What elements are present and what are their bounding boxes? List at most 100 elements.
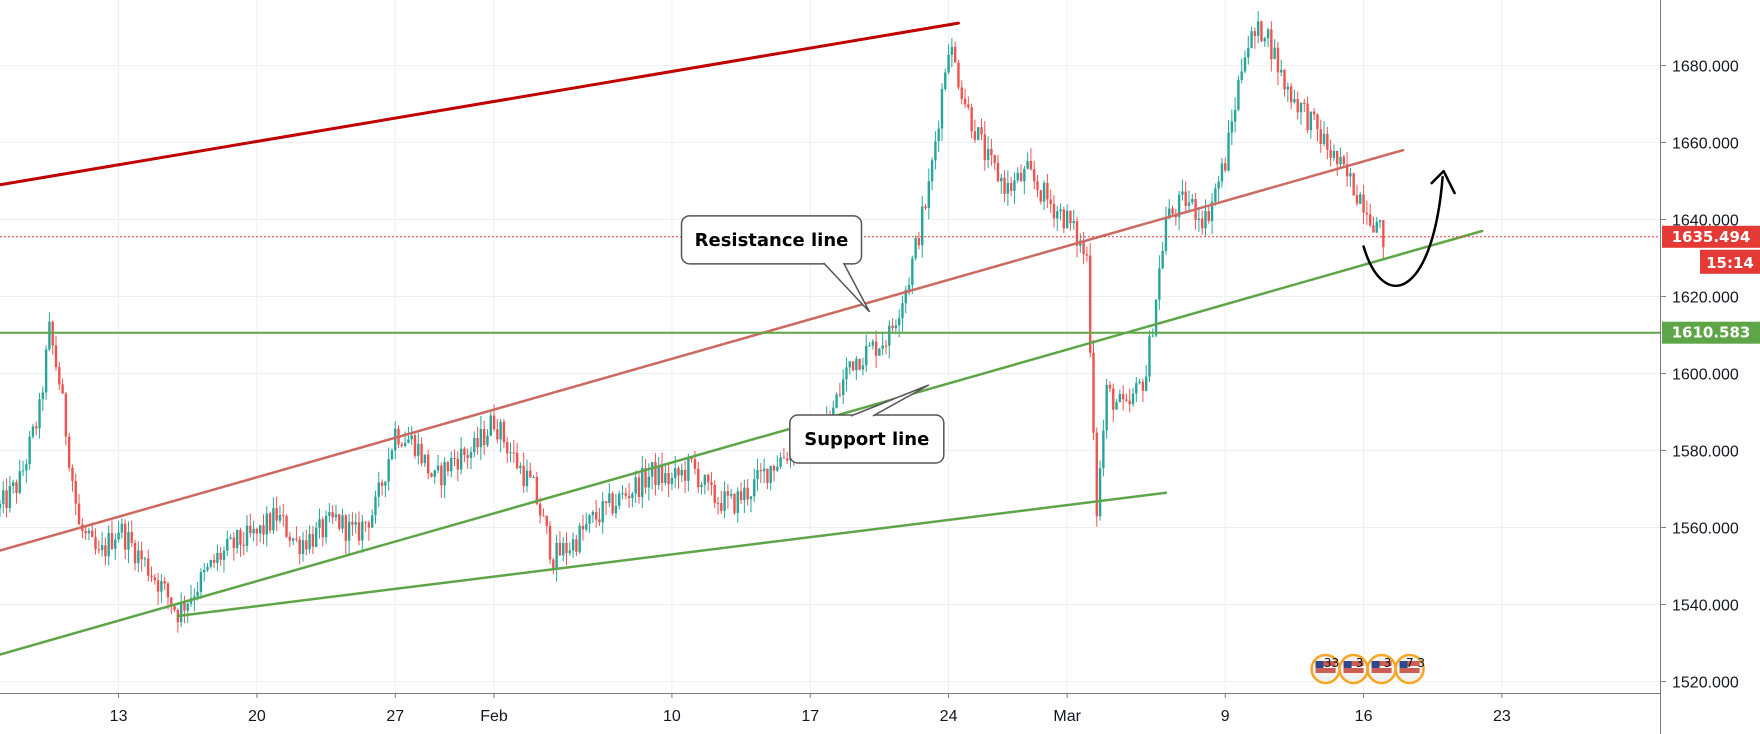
candle — [295, 526, 298, 542]
event-marker[interactable]: 3 — [1338, 653, 1369, 685]
candle-body — [453, 458, 456, 460]
candle-body — [723, 491, 726, 511]
candle — [153, 573, 157, 585]
callout-1[interactable]: Resistance line — [680, 215, 871, 313]
candle — [18, 459, 21, 495]
candle-body — [601, 501, 604, 523]
candle-body — [1250, 31, 1253, 48]
candle — [1088, 243, 1092, 358]
candle-body — [1247, 47, 1250, 58]
candle-body — [1286, 86, 1290, 90]
candle — [258, 524, 262, 543]
candle — [1125, 393, 1128, 403]
candle-body — [1280, 69, 1283, 73]
candle-body — [153, 577, 157, 581]
candle — [1026, 152, 1029, 170]
candle — [41, 386, 45, 411]
candle — [308, 525, 311, 554]
candle-body — [776, 466, 779, 471]
countdown-badge — [1700, 249, 1760, 274]
candle-body — [779, 457, 782, 467]
event-marker[interactable]: 3 — [1366, 653, 1397, 685]
candle-body — [611, 493, 614, 514]
candle-body — [394, 428, 397, 451]
candle — [249, 513, 252, 538]
candle — [1207, 205, 1210, 224]
event-flag-stripe — [1343, 668, 1364, 673]
x-tick-label: 17 — [801, 708, 819, 725]
candle — [100, 531, 104, 557]
event-marker[interactable]: 7 3 — [1394, 653, 1426, 685]
candle — [1049, 189, 1052, 213]
candle-body — [473, 437, 476, 453]
candle-body — [1332, 150, 1336, 158]
candle — [232, 532, 236, 561]
price-badge-label: 1610.583 — [1672, 324, 1751, 342]
event-marker[interactable]: 33 — [1310, 653, 1341, 685]
candle-body — [904, 289, 907, 304]
candle — [1299, 101, 1303, 125]
candle-body — [127, 532, 130, 550]
candle-body — [314, 527, 318, 547]
candle-body — [249, 525, 252, 534]
candle-body — [1138, 381, 1141, 384]
trendline-1[interactable] — [0, 21, 960, 187]
candle — [130, 520, 133, 548]
candle-body — [733, 493, 736, 513]
candle — [1148, 330, 1151, 382]
candle-body — [147, 558, 150, 576]
candle — [1296, 91, 1299, 120]
candle — [364, 521, 367, 532]
candle-body — [907, 285, 911, 290]
candle — [433, 469, 436, 484]
candle — [74, 473, 77, 516]
trendline-4[interactable] — [176, 491, 1168, 618]
candle-body — [87, 530, 91, 534]
candle-body — [1161, 250, 1164, 269]
candle-body — [1085, 254, 1089, 256]
candle — [993, 154, 996, 170]
candle — [127, 521, 130, 564]
candle-body — [74, 480, 77, 504]
candle-body — [21, 470, 25, 472]
candle-body — [1046, 182, 1049, 200]
x-tick-label: 24 — [940, 708, 958, 725]
candle-body — [759, 470, 763, 472]
candle — [38, 392, 41, 439]
candle — [644, 459, 647, 494]
candle-body — [1065, 210, 1069, 229]
event-flag-canton — [1399, 661, 1408, 668]
candle — [990, 139, 993, 166]
x-tick-label: Feb — [480, 708, 508, 725]
candle-body — [753, 479, 756, 497]
candle-body — [858, 358, 861, 370]
candle-body — [878, 348, 881, 356]
candle — [420, 437, 423, 467]
candle — [654, 453, 657, 496]
candle-body — [772, 466, 776, 471]
forecast-arrow[interactable] — [1362, 175, 1444, 288]
candle — [552, 557, 555, 575]
candle-body — [1233, 109, 1237, 122]
event-flag-canton — [1315, 661, 1324, 668]
candle-body — [664, 473, 667, 484]
trendline-2[interactable] — [0, 148, 1405, 552]
candle — [1000, 173, 1003, 195]
candle — [482, 420, 486, 455]
event-flag-stripe — [1399, 668, 1420, 673]
candle — [446, 460, 450, 477]
trendline-3[interactable] — [0, 229, 1484, 656]
candle-body — [868, 345, 871, 347]
candle-body — [107, 533, 110, 557]
candle-body — [914, 238, 917, 259]
candle-body — [522, 465, 525, 487]
candle — [687, 453, 690, 492]
callout-2[interactable]: Support line — [789, 384, 945, 464]
candle-body — [634, 477, 637, 494]
candle-body — [683, 469, 687, 481]
candle — [87, 527, 91, 541]
candle-body — [506, 442, 509, 454]
candle — [713, 480, 716, 508]
candle-body — [1108, 384, 1112, 389]
